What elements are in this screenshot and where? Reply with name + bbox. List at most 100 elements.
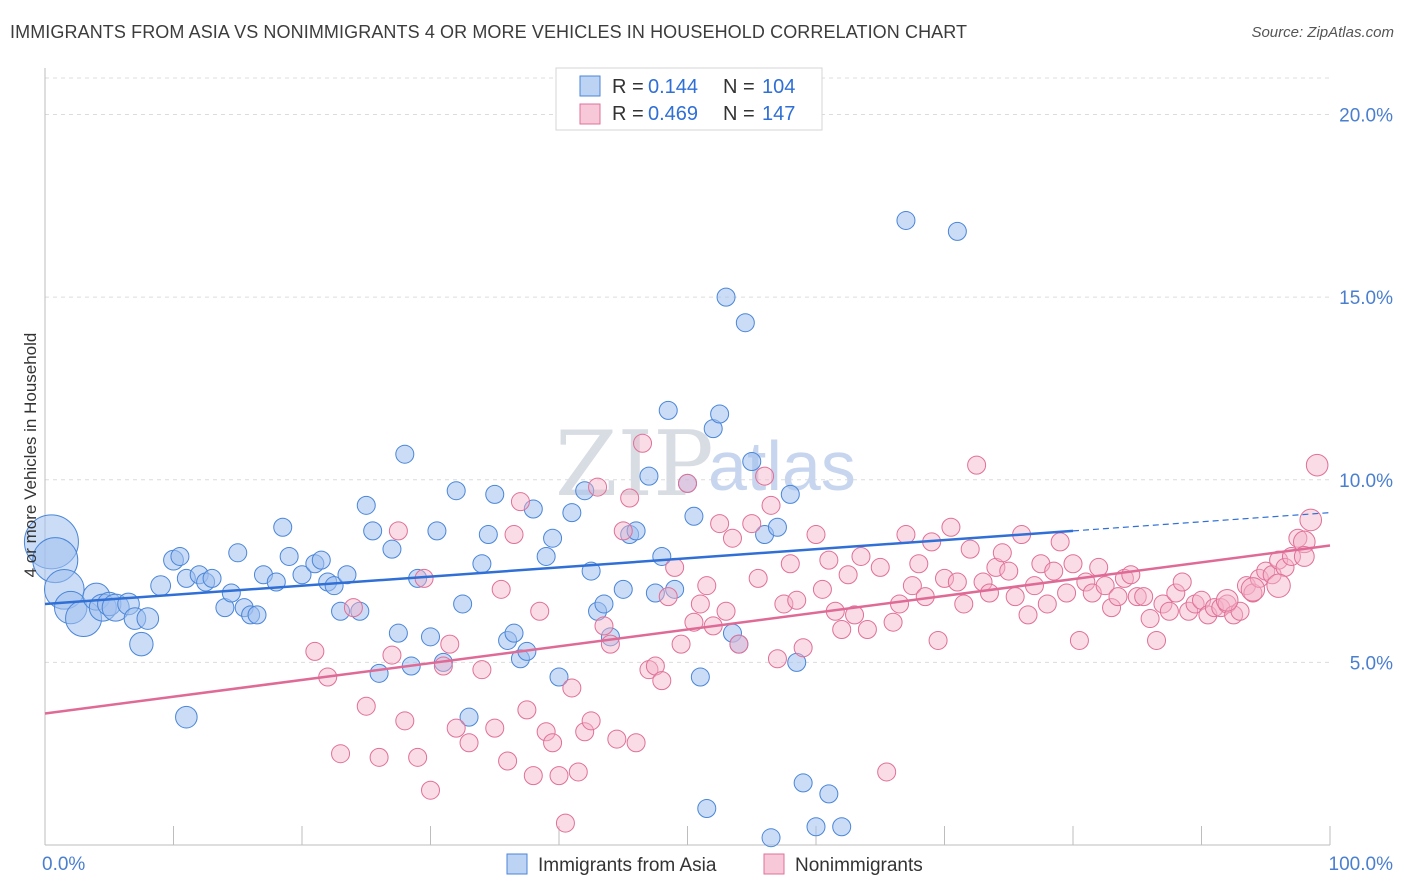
point-asia-98: [896, 210, 916, 230]
point-asia-31: [292, 565, 312, 585]
trend-line-0: [44, 529, 1074, 606]
point-nonimmigrant-59: [761, 495, 781, 515]
point-nonimmigrant-38: [620, 488, 640, 508]
scatter-points: [23, 210, 1329, 848]
x-tick-min: 0.0%: [42, 854, 85, 875]
point-nonimmigrant-40: [633, 433, 653, 453]
point-nonimmigrant-2: [331, 744, 351, 764]
y-tick-label-2: 15.0%: [1339, 288, 1393, 309]
point-asia-57: [504, 623, 524, 643]
point-nonimmigrant-117: [1147, 630, 1167, 650]
point-asia-36: [331, 601, 351, 621]
point-nonimmigrant-43: [652, 671, 672, 691]
point-asia-81: [697, 798, 717, 818]
point-asia-63: [549, 667, 569, 687]
point-nonimmigrant-129: [1224, 605, 1244, 625]
point-nonimmigrant-143: [1293, 546, 1315, 567]
point-nonimmigrant-30: [568, 762, 588, 782]
point-nonimmigrant-101: [1044, 561, 1064, 581]
point-nonimmigrant-111: [1108, 587, 1128, 607]
point-nonimmigrant-66: [812, 579, 832, 599]
legend-n-label-2: N =: [723, 103, 755, 125]
point-asia-51: [453, 594, 473, 614]
legend-stats: R = 0.144 N = 104 R = 0.469 N = 147: [555, 67, 823, 131]
point-nonimmigrant-24: [530, 601, 550, 621]
axes: [44, 68, 1331, 846]
legend-n-value-2: 147: [762, 103, 795, 125]
point-asia-95: [806, 817, 826, 837]
point-nonimmigrant-70: [838, 565, 858, 585]
point-asia-44: [395, 444, 415, 464]
point-nonimmigrant-26: [543, 733, 563, 753]
point-asia-40: [363, 521, 383, 541]
y-tick-label-3: 20.0%: [1339, 106, 1393, 127]
point-nonimmigrant-13: [440, 634, 460, 654]
point-asia-12: [136, 607, 160, 630]
point-nonimmigrant-54: [722, 528, 742, 548]
point-nonimmigrant-25: [536, 722, 556, 742]
y-tick-labels: 5.0% 10.0% 15.0% 20.0%: [1339, 106, 1393, 675]
point-asia-30: [279, 546, 299, 566]
point-nonimmigrant-97: [1018, 605, 1038, 625]
point-nonimmigrant-15: [459, 733, 479, 753]
point-nonimmigrant-67: [819, 550, 839, 570]
point-asia-13: [150, 575, 172, 597]
legend-series-swatch-pink: [763, 853, 785, 875]
point-nonimmigrant-46: [671, 634, 691, 654]
point-asia-48: [427, 521, 447, 541]
point-nonimmigrant-8: [395, 711, 415, 731]
legend-n-value-1: 104: [762, 76, 795, 98]
point-asia-76: [658, 400, 678, 420]
point-asia-83: [710, 404, 730, 424]
point-asia-41: [369, 663, 389, 683]
point-nonimmigrant-47: [678, 473, 697, 493]
point-asia-74: [645, 583, 665, 603]
y-tick-label-1: 10.0%: [1339, 471, 1393, 492]
point-nonimmigrant-123: [1185, 594, 1205, 614]
point-nonimmigrant-18: [491, 579, 511, 599]
point-asia-84: [716, 287, 736, 307]
point-nonimmigrant-87: [954, 594, 974, 614]
point-nonimmigrant-65: [806, 525, 826, 545]
point-asia-91: [767, 517, 787, 537]
trend-lines: [44, 512, 1331, 715]
legend-r-label-2: R =: [612, 103, 644, 125]
point-nonimmigrant-72: [851, 546, 871, 566]
point-asia-53: [472, 554, 492, 574]
point-nonimmigrant-50: [697, 576, 717, 596]
point-asia-38: [350, 601, 370, 621]
point-nonimmigrant-55: [729, 634, 749, 654]
point-asia-77: [665, 579, 685, 599]
point-asia-54: [478, 525, 498, 545]
point-nonimmigrant-121: [1172, 572, 1192, 592]
point-nonimmigrant-7: [388, 521, 408, 541]
y-axis-label: 4 or more Vehicles in Household: [21, 333, 40, 578]
point-nonimmigrant-75: [877, 762, 897, 782]
point-nonimmigrant-3: [343, 598, 363, 618]
point-nonimmigrant-105: [1069, 630, 1089, 650]
point-nonimmigrant-31: [575, 722, 595, 742]
point-asia-52: [459, 707, 479, 727]
point-nonimmigrant-58: [755, 466, 775, 486]
point-nonimmigrant-113: [1121, 565, 1141, 585]
point-nonimmigrant-44: [658, 587, 678, 607]
point-nonimmigrant-146: [1215, 588, 1239, 612]
legend-n-label-1: N =: [723, 76, 755, 98]
point-nonimmigrant-32: [581, 711, 601, 731]
point-nonimmigrant-104: [1063, 554, 1083, 574]
legend-series-name-1: Immigrants from Asia: [538, 855, 717, 876]
point-asia-62: [543, 528, 563, 548]
point-nonimmigrant-114: [1127, 587, 1147, 607]
x-tick-labels: 0.0% 100.0%: [42, 854, 1393, 875]
point-asia-26: [247, 605, 267, 625]
point-nonimmigrant-60: [767, 649, 787, 669]
point-nonimmigrant-80: [909, 554, 929, 574]
legend-series-swatch-blue: [506, 853, 528, 875]
point-nonimmigrant-20: [504, 525, 524, 545]
point-nonimmigrant-16: [472, 660, 492, 680]
point-nonimmigrant-52: [710, 514, 730, 534]
point-nonimmigrant-109: [1095, 576, 1115, 596]
point-nonimmigrant-126: [1204, 598, 1224, 618]
point-nonimmigrant-83: [928, 630, 948, 650]
point-nonimmigrant-93: [992, 543, 1012, 563]
